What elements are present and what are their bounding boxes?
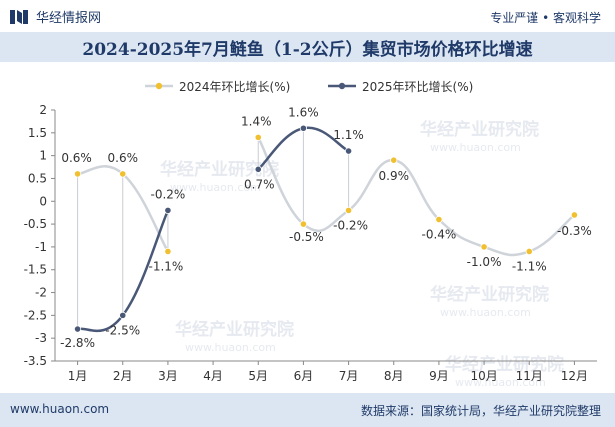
y-tick-label: 2 [39,103,47,117]
watermark-url: www.huaon.com [440,306,531,319]
y-tick-label: 0 [39,194,47,208]
data-label-2024: 1.4% [241,114,272,128]
legend-marker [155,82,163,90]
brand-name: 华经情报网 [36,11,102,26]
y-tick-label: -3 [35,331,47,345]
x-tick-label: 1月 [68,369,88,383]
data-label-2025: 1.6% [288,105,319,119]
watermark-url: www.huaon.com [455,376,546,389]
x-tick-label: 4月 [203,369,223,383]
y-tick-label: 0.5 [28,171,47,185]
y-tick-label: 1.5 [28,126,47,140]
x-tick-label: 7月 [339,369,359,383]
watermark-text: 华经产业研究院 [175,319,294,340]
brand[interactable]: 华经情报网 [10,7,101,26]
watermark-text: 华经产业研究院 [160,159,279,180]
chart-title: 2024-2025年7月鲢鱼（1-2公斤）集贸市场价格环比增速 [82,39,533,60]
x-tick-label: 8月 [384,369,404,383]
data-point-2024 [164,247,172,256]
data-point-2024 [480,243,488,251]
data-label-2025: -0.2% [151,187,186,201]
data-label-2024: 0.6% [108,151,139,165]
huajing-logo-icon [10,9,28,24]
data-point-2025 [254,165,262,173]
legend-label: 2024年环比增长(%) [179,80,290,94]
chart-area: 华经产业研究院www.huaon.com华经产业研究院www.huaon.com… [24,80,597,389]
data-label-2024: -0.2% [333,218,368,232]
data-point-2025 [344,147,353,155]
data-label-2024: -1.0% [467,255,502,269]
y-tick-label: -1 [35,240,47,254]
footer-website[interactable]: www.huaon.com [10,402,110,416]
x-tick-label: 11月 [516,369,543,383]
data-point-2024 [390,156,398,164]
data-point-2024 [525,247,533,256]
data-point-2024 [299,220,308,228]
y-tick-label: -3.5 [24,354,47,368]
x-tick-label: 2月 [113,369,133,383]
y-tick-label: -2 [35,286,47,300]
watermark-url: www.huaon.com [170,181,261,194]
data-label-2025: -2.8% [60,336,95,350]
top-bar: 华经情报网 专业严谨 • 客观科学 [0,0,615,32]
data-point-2024 [73,170,82,178]
y-tick-label: 1 [39,149,47,163]
watermark-text: 华经产业研究院 [445,354,564,375]
data-point-2025 [119,311,127,319]
data-label-2024: 0.6% [61,151,92,165]
data-point-2025 [299,124,308,132]
tagline: 专业严谨 • 客观科学 [490,11,601,25]
data-label-2025: 0.7% [244,177,275,191]
watermark-url: www.huaon.com [430,141,521,154]
data-label-2025: -2.5% [105,323,140,337]
legend-marker [338,82,346,90]
y-tick-label: -2.5 [24,308,47,322]
watermark-text: 华经产业研究院 [430,284,549,305]
data-point-2024 [570,211,579,219]
x-tick-label: 5月 [248,369,268,383]
y-tick-label: -1.5 [24,263,47,277]
data-point-2025 [164,206,172,214]
title-bar: 2024-2025年7月鲢鱼（1-2公斤）集贸市场价格环比增速 [0,32,615,62]
data-label-2024: -0.3% [557,224,592,238]
data-label-2024: 0.9% [379,169,410,183]
watermark-text: 华经产业研究院 [420,119,539,140]
data-label-2024: -1.1% [149,259,184,273]
y-tick-label: -0.5 [24,217,47,231]
footer: www.huaon.com 数据来源：国家统计局，华经产业研究院整理 [0,393,615,427]
data-label-2024: -0.4% [422,228,457,242]
data-point-2024 [344,206,353,214]
legend-label: 2025年环比增长(%) [362,80,473,94]
data-label-2025: 1.1% [333,128,364,142]
data-point-2024 [119,170,127,178]
x-tick-label: 10月 [470,369,497,383]
data-point-2024 [254,133,262,141]
data-point-2025 [73,325,82,333]
x-tick-label: 3月 [158,369,178,383]
data-label-2024: -1.1% [512,259,547,273]
data-label-2024: -0.5% [289,230,324,244]
data-point-2024 [435,215,443,224]
watermark-url: www.huaon.com [185,341,276,354]
x-tick-label: 9月 [429,369,449,383]
x-tick-label: 6月 [294,369,314,383]
x-tick-label: 12月 [561,369,588,383]
footer-source: 数据来源：国家统计局，华经产业研究院整理 [360,404,601,418]
